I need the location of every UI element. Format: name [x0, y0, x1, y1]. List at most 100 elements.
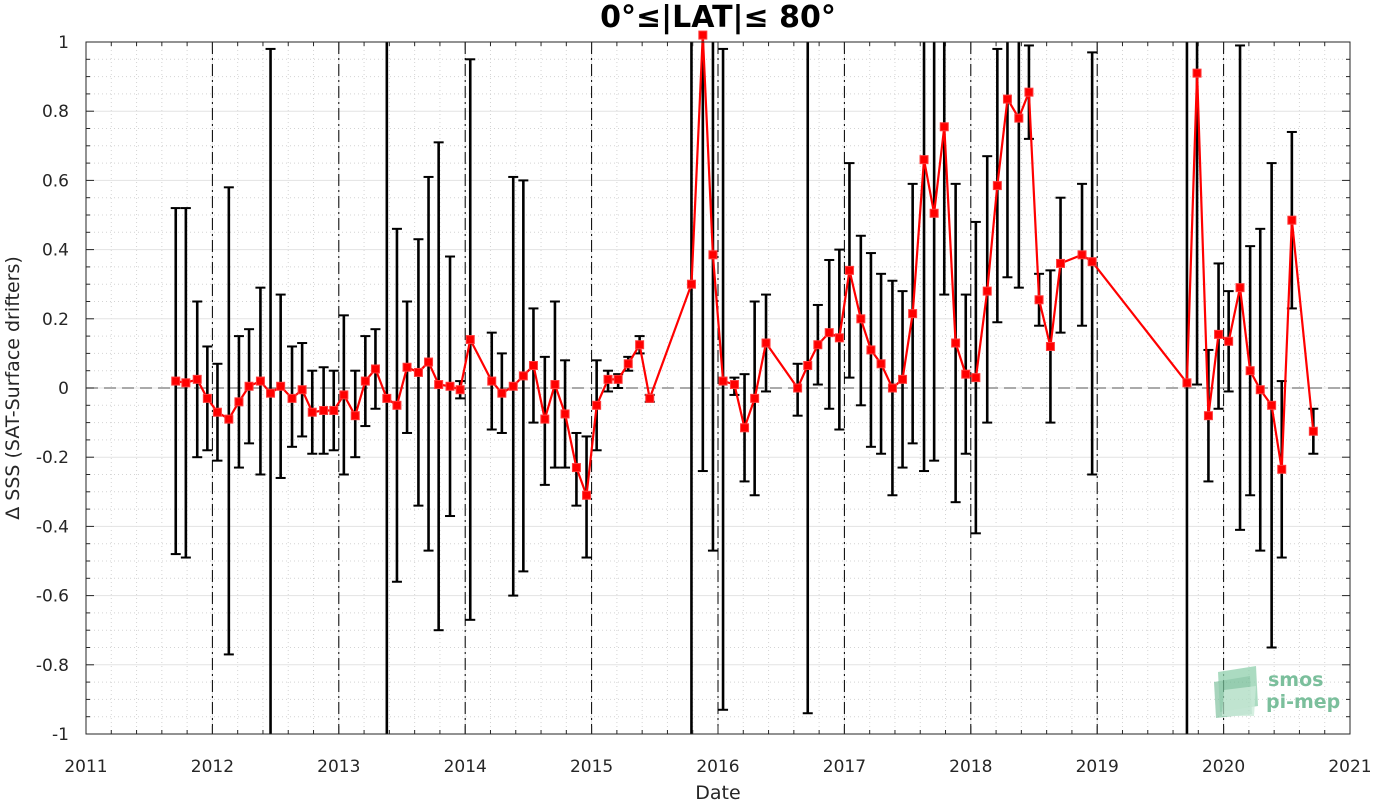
error-bar — [707, 42, 718, 552]
data-point — [455, 385, 465, 395]
logo-mark-icon — [1214, 666, 1258, 718]
y-axis-label: Δ SSS (SAT-Surface drifters) — [2, 256, 24, 520]
data-point — [686, 279, 696, 289]
data-point — [287, 393, 297, 403]
data-point — [1056, 258, 1066, 268]
data-point — [750, 393, 760, 403]
data-point — [729, 380, 739, 390]
data-point — [508, 381, 518, 391]
data-point — [645, 393, 655, 403]
y-tick-label: 0.8 — [42, 102, 69, 122]
data-point — [908, 309, 918, 319]
data-point — [856, 314, 866, 324]
data-point — [571, 463, 581, 473]
error-bar — [929, 42, 940, 462]
x-tick-label: 2012 — [191, 757, 234, 777]
error-bar — [919, 42, 930, 473]
data-point — [718, 376, 728, 386]
data-point — [939, 122, 949, 132]
x-tick-label: 2013 — [317, 757, 360, 777]
data-point — [329, 405, 339, 415]
data-point — [244, 381, 254, 391]
data-point — [592, 400, 602, 410]
data-point — [434, 380, 444, 390]
y-tick-label: 0 — [58, 379, 69, 399]
data-point — [698, 30, 708, 40]
data-point — [518, 371, 528, 381]
error-bar — [1013, 42, 1024, 289]
data-point — [1077, 250, 1087, 260]
data-point — [192, 374, 202, 384]
y-tick-label: -1 — [52, 725, 69, 745]
data-point — [623, 359, 633, 369]
y-tick-label: 0.4 — [42, 241, 69, 261]
y-tick-label: -0.6 — [36, 587, 69, 607]
x-tick-label: 2020 — [1202, 757, 1245, 777]
data-point — [635, 340, 645, 350]
data-point — [1255, 385, 1265, 395]
data-point — [887, 383, 897, 393]
error-bar — [697, 42, 708, 473]
x-tick-label: 2015 — [570, 757, 613, 777]
data-point — [276, 381, 286, 391]
data-point — [603, 374, 613, 384]
x-tick-label: 2021 — [1328, 757, 1371, 777]
data-point — [708, 250, 718, 260]
data-point — [992, 181, 1002, 191]
data-point — [307, 407, 317, 417]
data-point — [951, 338, 961, 348]
y-tick-label: 0.2 — [42, 310, 69, 330]
data-point — [898, 374, 908, 384]
data-point — [402, 362, 412, 372]
data-point — [582, 490, 592, 500]
x-tick-label: 2011 — [64, 757, 107, 777]
data-point — [1224, 336, 1234, 346]
data-point — [234, 397, 244, 407]
data-point — [876, 359, 886, 369]
data-point — [824, 328, 834, 338]
x-tick-label: 2017 — [823, 757, 866, 777]
data-point — [982, 286, 992, 296]
data-point — [803, 361, 813, 371]
data-point — [392, 400, 402, 410]
data-markers — [171, 30, 1318, 500]
y-tick-label: -0.4 — [36, 517, 69, 537]
data-point — [1267, 400, 1277, 410]
data-point — [297, 385, 307, 395]
data-point — [844, 265, 854, 275]
data-point — [1203, 411, 1213, 421]
data-point — [1245, 366, 1255, 376]
data-point — [224, 414, 234, 424]
data-point — [919, 155, 929, 165]
data-point — [350, 411, 360, 421]
data-point — [761, 338, 771, 348]
error-bar — [802, 42, 813, 715]
data-point — [181, 378, 191, 388]
data-point — [1308, 426, 1318, 436]
data-point — [255, 376, 265, 386]
y-tick-label: 0.6 — [42, 171, 69, 191]
x-tick-label: 2018 — [949, 757, 992, 777]
data-point — [202, 393, 212, 403]
data-point — [339, 390, 349, 400]
data-point — [497, 388, 507, 398]
data-point — [528, 361, 538, 371]
data-point — [971, 373, 981, 383]
data-point — [360, 376, 370, 386]
data-point — [1192, 68, 1202, 78]
logo-text-smos: smos — [1268, 669, 1323, 691]
data-point — [1287, 215, 1297, 225]
data-point — [1014, 113, 1024, 123]
data-point — [1214, 329, 1224, 339]
y-tick-labels: -1 -0.8 -0.6 -0.4 -0.2 0 0.2 0.4 0.6 0.8 1 — [36, 33, 69, 745]
data-point — [740, 423, 750, 433]
axis-ticks — [85, 41, 1351, 735]
data-point — [834, 333, 844, 343]
data-point — [540, 414, 550, 424]
data-point — [1182, 378, 1192, 388]
data-point — [465, 335, 475, 345]
data-point — [1024, 87, 1034, 97]
data-point — [212, 407, 222, 417]
logo-text-pi-mep: pi-mep — [1266, 691, 1340, 713]
data-point — [813, 340, 823, 350]
